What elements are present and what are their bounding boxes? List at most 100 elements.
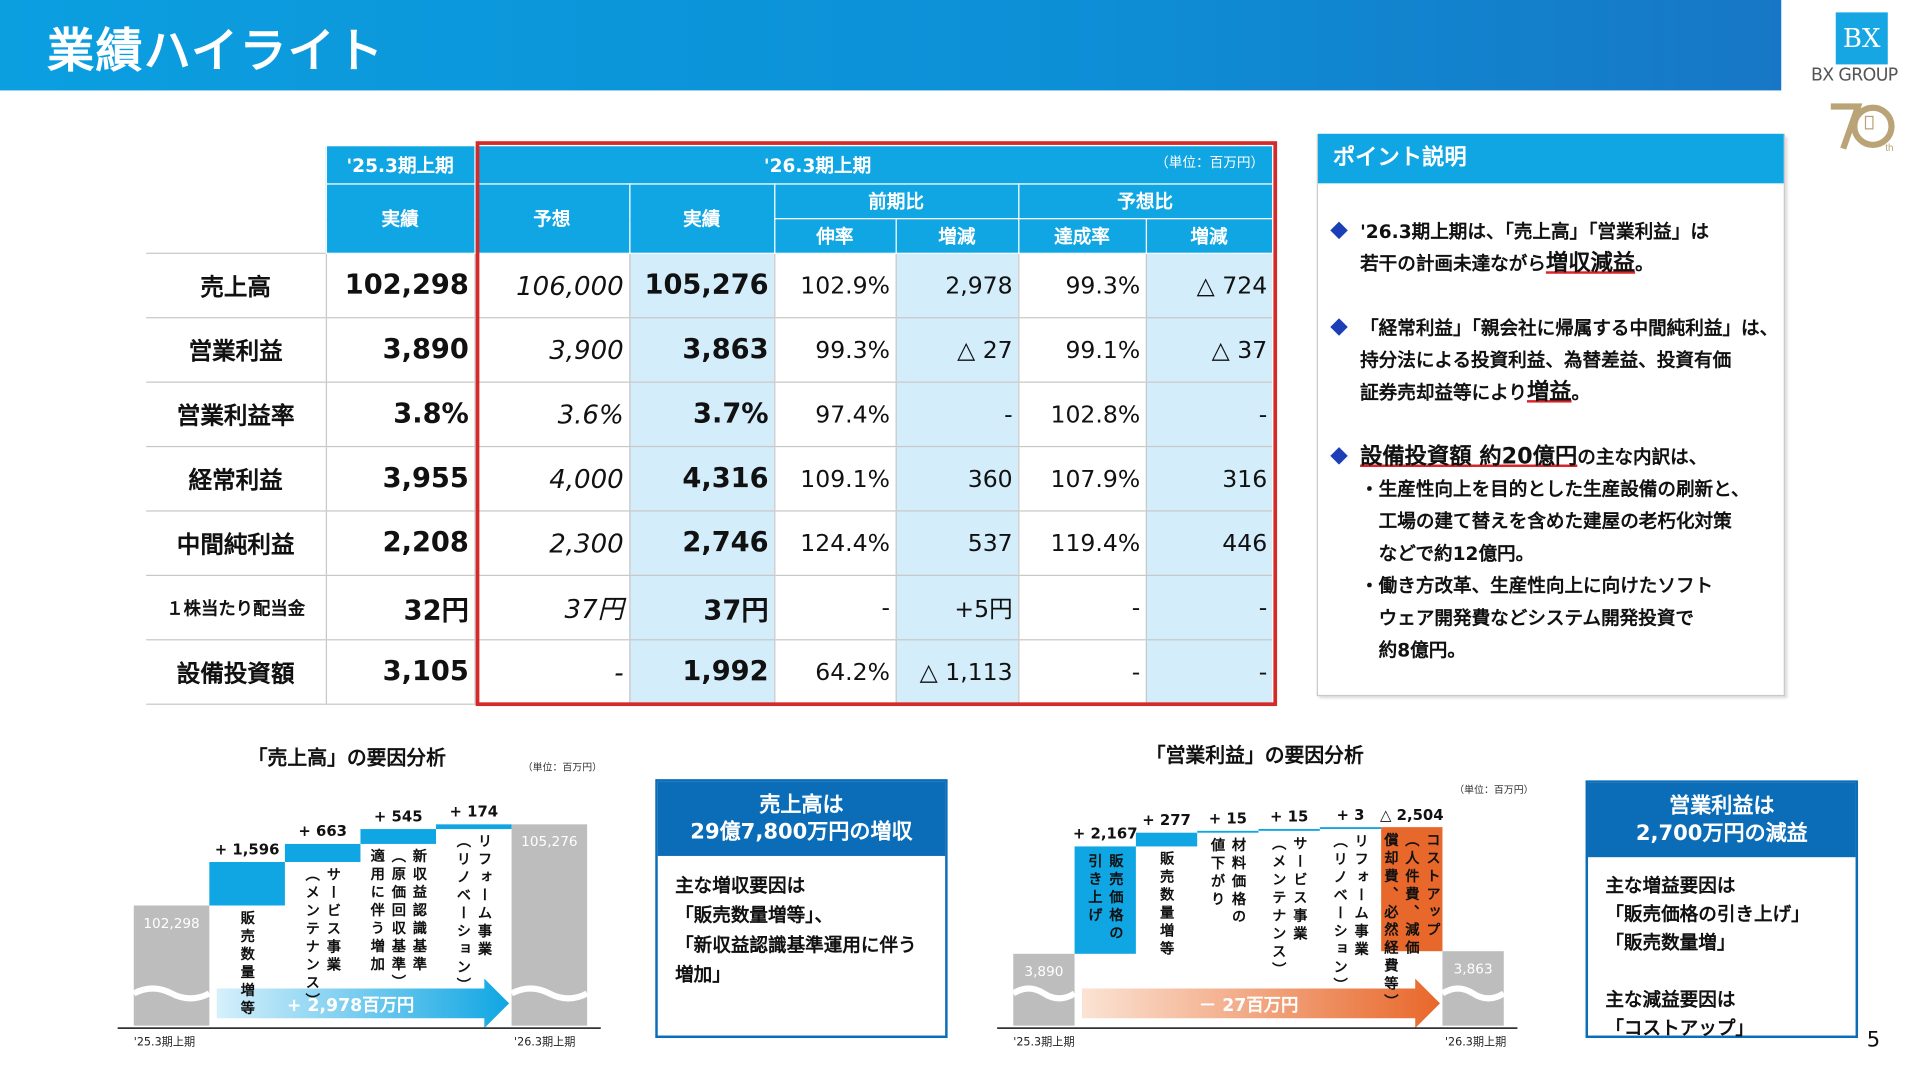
sales-chart-unit: （単位：百万円） <box>522 761 603 773</box>
header-cur-period: '26.3期上期 （単位：百万円） <box>473 144 1273 185</box>
start-bar <box>133 905 210 1026</box>
point-line: 若干の計画未達ながら増収減益。 <box>1360 248 1784 280</box>
cell-diff: 360 <box>894 445 1019 512</box>
point-text: ウェア開発費などシステム開発投資で <box>1360 606 1694 630</box>
header-prev-period: '25.3期上期 <box>325 144 476 185</box>
page-title: 業績ハイライト <box>47 23 385 79</box>
cell-diff2: △ 37 <box>1145 317 1273 383</box>
cell-diff: 537 <box>894 510 1019 576</box>
point-text: 。 <box>1571 381 1591 404</box>
sales-callout-title: 売上高は 29億7,800万円の増収 <box>657 781 946 856</box>
op-profit-callout-body: 主な増益要因は 「販売価格の引き上げ」 「販売数量増」 主な減益要因は 「コスト… <box>1605 874 1810 1040</box>
point-text: 工場の建て替えを含めた建屋の老朽化対策 <box>1360 510 1732 533</box>
axis-break-mark <box>1440 985 1506 1002</box>
cell-prev: 3,105 <box>325 639 475 705</box>
step-category-label: コストアップ （人件費、減価 償却費、必然経費等） <box>1382 832 1443 1012</box>
point-text: 。 <box>1635 252 1654 275</box>
step-bar <box>1258 828 1320 831</box>
diamond-bullet-icon <box>1330 221 1348 240</box>
step-value-label: + 3 <box>1336 806 1365 824</box>
unit-label: （単位：百万円） <box>1155 154 1265 171</box>
cell-achieve: 102.8% <box>1017 381 1146 448</box>
start-period-label: '25.3期上期 <box>1013 1036 1075 1050</box>
start-bar <box>1013 953 1075 1026</box>
cell-actual: 3,863 <box>628 317 775 383</box>
point-line: 「経常利益」「親会社に帰属する中間純利益」は、 <box>1360 312 1784 344</box>
cell-diff2: △ 724 <box>1145 252 1273 319</box>
sales-chart-title: 「売上高」の要因分析 <box>247 745 446 770</box>
70th-anniversary-logo: th <box>1830 103 1895 154</box>
header-diff: 増減 <box>894 218 1019 254</box>
cell-diff2: - <box>1145 639 1273 705</box>
axis-break-mark <box>510 985 589 1002</box>
point-text: 約8億円。 <box>1360 639 1466 662</box>
page-number: 5 <box>1866 1028 1881 1053</box>
cell-prev: 3,955 <box>325 445 475 512</box>
cell-actual: 3.7% <box>628 381 775 448</box>
step-bar <box>1381 827 1443 952</box>
end-bar <box>1442 951 1504 1026</box>
cell-actual: 37円 <box>628 574 775 641</box>
step-category-label: 販売数量増等 <box>1158 851 1176 960</box>
step-value-label: + 663 <box>298 822 348 841</box>
point-line: 工場の建て替えを含めた建屋の老朽化対策 <box>1360 505 1784 537</box>
header-forecast: 予想 <box>473 183 630 254</box>
corner-cell <box>146 184 326 219</box>
cell-achieve: 99.1% <box>1017 317 1146 383</box>
point-text: 証券売却益等により <box>1360 381 1527 404</box>
point-text: の主な内訳は、 <box>1577 445 1708 469</box>
diamond-bullet-icon <box>1330 447 1348 465</box>
cell-forecast: 37円 <box>473 574 630 641</box>
header-bar: 業績ハイライト <box>0 0 1782 91</box>
step-bar <box>1319 827 1382 829</box>
header-actual: 実績 <box>628 183 775 254</box>
cell-prev: 102,298 <box>325 252 475 319</box>
point-bullet: 設備投資額 約20億円の主な内訳は、 ・生産性向上を目的とした生産設備の刷新と、 … <box>1318 441 1784 666</box>
step-value-label: + 15 <box>1208 809 1248 828</box>
cell-diff: - <box>894 381 1019 448</box>
corner-cell <box>146 219 326 254</box>
start-value-label: 102,298 <box>143 915 200 932</box>
points-title: ポイント説明 <box>1317 133 1784 184</box>
step-value-label: △ 2,504 <box>1379 806 1444 824</box>
emphasis-text: 増収減益 <box>1545 250 1636 277</box>
point-line: 設備投資額 約20億円の主な内訳は、 <box>1360 441 1784 473</box>
cell-diff2: 446 <box>1145 510 1273 576</box>
cell-diff: △ 27 <box>894 317 1019 383</box>
cell-forecast: 3.6% <box>473 381 630 448</box>
table-row: １株当たり配当金 32円 37円 37円 - +5円 - - <box>146 574 1273 641</box>
step-bar <box>1135 832 1198 847</box>
cell-diff2: - <box>1145 381 1273 448</box>
point-line: 持分法による投資利益、為替差益、投資有価 <box>1360 344 1784 376</box>
point-line: ・生産性向上を目的とした生産設備の刷新と、 <box>1360 473 1784 505</box>
cell-achieve: 119.4% <box>1017 510 1146 576</box>
step-value-label: + 277 <box>1142 811 1191 829</box>
header-vs-forecast: 予想比 <box>1017 183 1273 220</box>
end-bar <box>511 824 588 1026</box>
cell-growth: 102.9% <box>773 252 896 319</box>
cell-forecast: 3,900 <box>473 317 630 383</box>
diamond-bullet-icon <box>1330 318 1348 336</box>
sales-callout-body: 主な増収要因は 「販売数量増等」、 「新収益認識基準運用に伴う 増加」 <box>675 874 917 987</box>
cell-forecast: 106,000 <box>473 252 630 319</box>
step-category-label: リフォーム事業 （リノベーション） <box>1331 833 1371 996</box>
point-text: 若干の計画未達ながら <box>1360 252 1546 275</box>
point-line: 証券売却益等により増益。 <box>1360 377 1784 409</box>
cell-actual: 4,316 <box>628 445 775 512</box>
step-bar <box>209 861 285 906</box>
cell-achieve: 99.3% <box>1017 252 1146 319</box>
op-profit-callout: 営業利益は 2,700万円の減益 主な増益要因は 「販売価格の引き上げ」 「販売… <box>1585 780 1859 1039</box>
point-line: '26.3期上期は、「売上高」「営業利益」は <box>1360 216 1784 248</box>
op-profit-callout-title: 営業利益は 2,700万円の減益 <box>1588 782 1856 858</box>
table-row: 中間純利益 2,208 2,300 2,746 124.4% 537 119.4% 446 <box>146 510 1273 576</box>
cell-actual: 2,746 <box>628 510 775 576</box>
cell-growth: - <box>773 574 896 641</box>
step-bar <box>1197 830 1259 833</box>
table-row: 営業利益 3,890 3,900 3,863 99.3% △ 27 99.1% △ 37 <box>146 317 1273 383</box>
bx-group-logo-text: BX GROUP <box>1810 65 1898 86</box>
point-text: '26.3期上期は、「売上高」「営業利益」は <box>1360 220 1709 243</box>
step-category-label: 販売数量増等 <box>239 910 257 1019</box>
total-change-label: － 27百万円 <box>1198 995 1299 1016</box>
points-panel: ポイント説明 '26.3期上期は、「売上高」「営業利益」は 若干の計画未達ながら増… <box>1316 133 1785 697</box>
axis-break-mark <box>132 985 211 1002</box>
